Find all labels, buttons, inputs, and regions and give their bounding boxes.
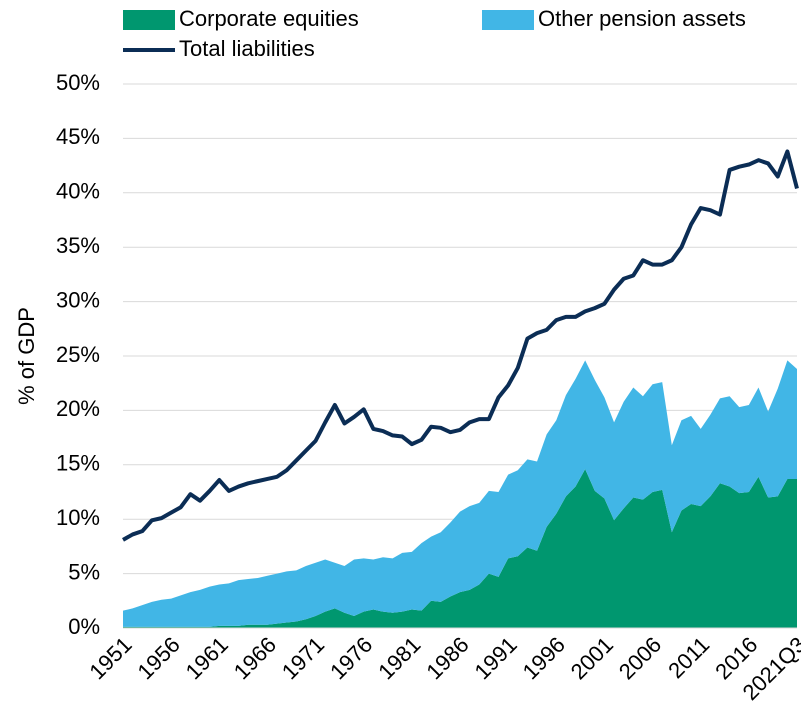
x-tick-label: 2001 (566, 632, 618, 684)
y-tick-label: 35% (56, 233, 100, 258)
y-tick-label: 45% (56, 124, 100, 149)
area (123, 360, 797, 627)
x-tick-label: 1951 (84, 632, 136, 684)
x-tick-label: 1956 (132, 632, 184, 684)
x-tick-label: 1966 (229, 632, 281, 684)
x-tick-label: 1981 (373, 632, 425, 684)
x-tick-label: 1976 (325, 632, 377, 684)
y-axis-label: % of GDP (14, 307, 39, 405)
legend-label: Total liabilities (179, 36, 315, 61)
line (122, 149, 799, 542)
x-tick-label: 1961 (181, 632, 233, 684)
x-tick-label: 2006 (614, 632, 666, 684)
y-tick-label: 40% (56, 179, 100, 204)
y-tick-label: 50% (56, 70, 100, 95)
y-tick-label: 10% (56, 505, 100, 530)
area (123, 469, 797, 628)
x-tick-label: 1996 (518, 632, 570, 684)
y-tick-label: 30% (56, 287, 100, 312)
x-tick-label: 1986 (421, 632, 473, 684)
y-tick-label: 25% (56, 342, 100, 367)
legend-label: Other pension assets (538, 6, 746, 31)
legend-label: Corporate equities (179, 6, 359, 31)
y-tick-label: 5% (68, 559, 100, 584)
legend-swatch (482, 10, 534, 30)
x-tick-label: 1971 (277, 632, 329, 684)
y-tick-label: 15% (56, 451, 100, 476)
x-tick-label: 1991 (469, 632, 521, 684)
x-tick-label: 2011 (663, 632, 714, 683)
legend-swatch (123, 10, 175, 30)
y-tick-label: 0% (68, 614, 100, 639)
y-tick-label: 20% (56, 396, 100, 421)
